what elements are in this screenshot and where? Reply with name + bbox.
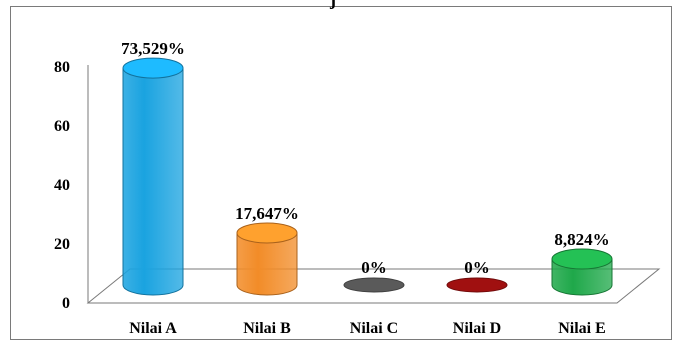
data-label: 0% xyxy=(464,258,490,277)
y-tick-label: 0 xyxy=(62,295,70,312)
data-label: 8,824% xyxy=(554,230,609,249)
x-category-label: Nilai E xyxy=(558,320,606,337)
bar-nilai-a xyxy=(122,67,184,296)
x-category-label: Nilai A xyxy=(129,320,177,337)
y-tick-label: 20 xyxy=(54,236,70,253)
x-category-label: Nilai B xyxy=(243,320,291,337)
bar-top-cap xyxy=(551,248,613,270)
bar-top-cap xyxy=(236,222,298,244)
bar-nilai-d xyxy=(446,277,508,293)
bar-top-cap xyxy=(122,57,184,79)
y-tick-label: 60 xyxy=(54,118,70,135)
data-label: 0% xyxy=(361,258,387,277)
data-label: 73,529% xyxy=(121,39,185,58)
chart-title-fragment: j xyxy=(329,0,336,9)
y-tick-label: 40 xyxy=(54,177,70,194)
y-tick-label: 80 xyxy=(54,59,70,76)
x-category-label: Nilai C xyxy=(350,320,398,337)
bar-nilai-c xyxy=(343,277,405,293)
bar-nilai-b xyxy=(236,232,298,296)
data-label: 17,647% xyxy=(235,204,299,223)
x-category-label: Nilai D xyxy=(453,320,501,337)
